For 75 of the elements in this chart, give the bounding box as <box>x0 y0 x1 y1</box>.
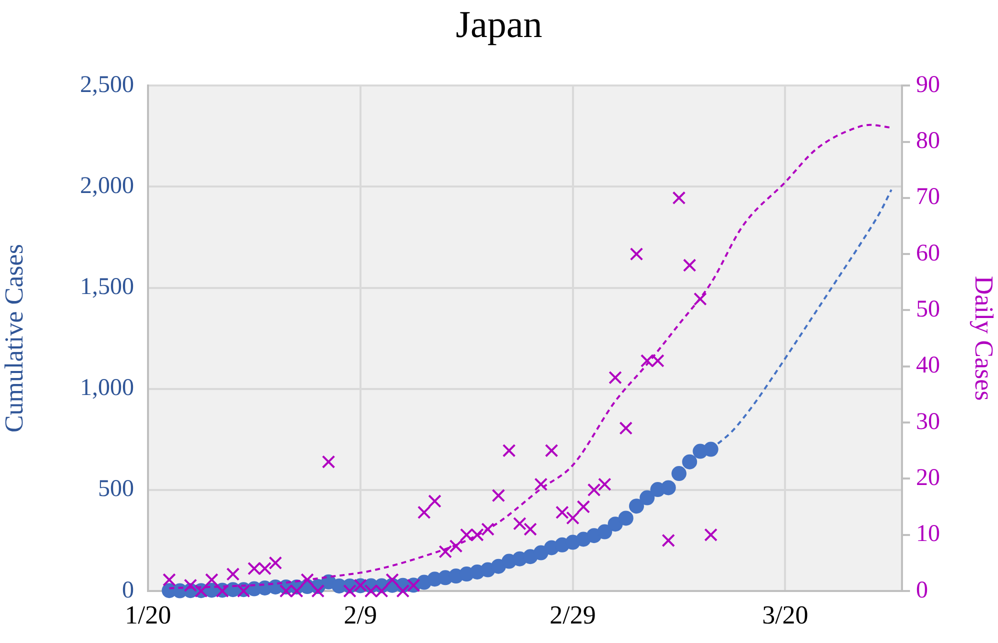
point <box>703 442 718 457</box>
y2-tick-label: 20 <box>916 464 940 491</box>
y-tick-label: 2,000 <box>80 172 134 199</box>
point <box>651 354 664 368</box>
point <box>534 478 548 491</box>
chart-title: Japan <box>456 4 542 46</box>
point <box>619 421 633 435</box>
y-axis-title: Cumulative Cases <box>0 244 28 433</box>
point <box>162 573 176 586</box>
point <box>481 522 494 536</box>
point <box>597 524 612 540</box>
point <box>556 506 569 520</box>
point <box>524 522 537 536</box>
point <box>290 584 304 598</box>
x-tick-label: 3/20 <box>762 600 808 630</box>
point <box>672 191 686 205</box>
point <box>640 354 654 368</box>
point <box>587 483 601 497</box>
point <box>428 494 442 508</box>
point <box>502 444 516 458</box>
point <box>640 490 655 506</box>
point <box>364 584 378 598</box>
y2-tick-label: 60 <box>916 240 940 266</box>
x-tick-label: 2/29 <box>550 600 596 630</box>
point <box>226 567 240 581</box>
point <box>300 573 314 586</box>
point <box>660 480 676 496</box>
point <box>704 528 718 542</box>
point <box>618 510 634 526</box>
point <box>417 506 431 520</box>
y2-tick-label: 30 <box>916 408 940 435</box>
y-tick-label: 1,500 <box>80 274 134 300</box>
y2-tick-label: 10 <box>916 521 940 548</box>
point <box>566 511 580 525</box>
point <box>630 247 644 261</box>
y2-axis-title: Daily Cases <box>970 276 998 401</box>
y2-tick-label: 90 <box>916 72 940 98</box>
point <box>258 562 272 576</box>
point <box>205 573 218 586</box>
point <box>694 292 707 306</box>
point <box>343 584 356 598</box>
point <box>374 584 388 598</box>
point <box>682 258 696 272</box>
point <box>322 455 336 468</box>
point <box>629 498 644 514</box>
point <box>576 500 590 514</box>
point <box>248 562 261 576</box>
point <box>268 556 282 570</box>
y-tick-label: 500 <box>98 476 134 502</box>
y2-tick-label: 40 <box>916 352 940 379</box>
point <box>386 573 399 586</box>
point <box>544 444 558 458</box>
y-tick-label: 2,500 <box>80 72 134 98</box>
y-tick-label: 1,000 <box>80 375 134 402</box>
point <box>608 516 623 532</box>
point <box>492 488 506 502</box>
point <box>279 584 293 598</box>
point <box>396 584 410 598</box>
point <box>671 466 686 482</box>
point <box>608 370 622 384</box>
point <box>438 545 452 558</box>
point <box>184 578 198 592</box>
y2-tick-label: 80 <box>916 128 940 154</box>
point <box>470 528 484 542</box>
point <box>662 534 676 548</box>
y2-tick-label: 70 <box>916 184 940 210</box>
point <box>598 478 612 491</box>
point <box>513 516 526 530</box>
point <box>311 584 325 598</box>
point <box>460 528 474 542</box>
point <box>449 539 463 553</box>
x-tick-label: 2/9 <box>344 600 378 630</box>
point <box>682 454 698 470</box>
y2-tick-label: 50 <box>916 296 940 323</box>
y2-tick-label: 0 <box>916 577 928 604</box>
